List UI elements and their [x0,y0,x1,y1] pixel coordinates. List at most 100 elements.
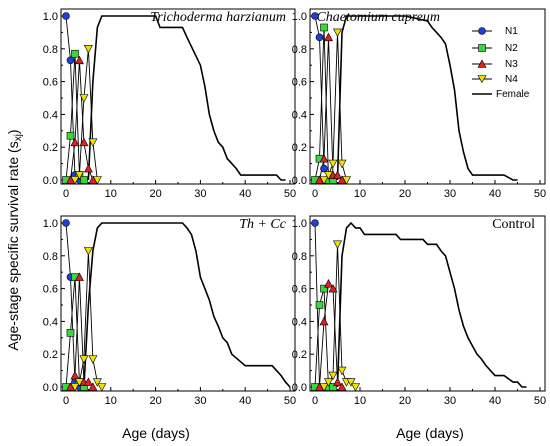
point-n4 [337,366,347,376]
x-tick-label: 10 [105,188,117,200]
y-tick-label: 0.8 [292,44,307,56]
point-n4 [83,247,93,256]
x-tick-label: 0 [312,395,318,407]
y-tick-label: 0.2 [292,142,307,154]
panel-th-cc: 0 10 20 30 40 50 0.0 0.2 0.4 0.6 0.8 1.0 Th + Cc [43,215,296,407]
series-line-n2 [65,53,85,181]
y-axis-label-close: ) [5,129,21,134]
point-n4 [333,240,342,249]
y-tick-label: 1.0 [43,11,58,23]
point-n4 [70,383,80,392]
point-n3 [333,377,342,386]
point-n4 [88,355,98,364]
y-tick-label: 0.2 [43,142,58,154]
point-n3 [74,272,84,281]
x-tick-label: 0 [63,188,69,200]
series-line-female [336,221,527,388]
point-n2 [320,284,328,293]
point-n3 [70,137,80,147]
y-tick-label: 0.0 [43,382,58,394]
point-n4 [324,378,333,387]
plot-frame [309,215,546,392]
y-axis-label-main: Age-stage specific survival rate (s [5,141,21,350]
point-n4 [79,355,89,364]
x-tick-label: 50 [284,395,296,407]
panel-title: Control [492,217,535,232]
legend-n4-label: N4 [505,74,518,85]
panel-chaetomium-cupreum: 0 10 20 30 40 50 0.0 0.2 0.4 0.6 0.8 1.0 Chaetomium … [292,8,546,200]
point-n3 [319,316,329,326]
point-n3 [328,283,338,293]
panel-trichoderma-harzianum: 0 10 20 30 40 50 0.0 0.2 0.4 0.6 0.8 1.0 Trichoderma… [43,8,296,200]
y-tick-label: 0.4 [43,109,58,121]
x-axis-label-right: Age (days) [396,425,464,441]
x-tick-label: 20 [149,395,161,407]
legend-n4-marker [477,75,487,84]
x-tick-label: 40 [489,395,501,407]
x-tick-label: 30 [444,395,456,407]
x-tick-label: 40 [489,188,501,200]
point-n4 [92,176,102,185]
point-n2 [320,23,328,32]
series-line-n4 [323,32,347,181]
point-n4 [328,159,338,169]
point-n2 [71,49,79,58]
point-n3 [319,154,329,163]
point-n3 [83,163,93,173]
legend-n1-label: N1 [505,26,518,37]
point-n4 [346,378,356,387]
y-tick-label: 0.0 [292,175,307,187]
panel-title: Chaetomium cupreum [316,10,440,25]
y-tick-label: 0.2 [43,349,58,361]
x-tick-label: 30 [194,188,206,200]
x-tick-label: 20 [149,188,161,200]
point-n3 [337,382,347,391]
point-n4 [79,94,89,103]
point-n3 [324,32,333,42]
legend-n2-marker [478,44,486,52]
point-n2 [315,301,324,309]
legend-n2-label: N2 [505,43,518,54]
point-n2 [66,131,75,140]
point-n3 [333,170,342,179]
point-n2 [66,329,75,337]
panel-control: 0 10 20 30 40 50 0.0 0.2 0.4 0.6 0.8 1.0 Control [292,215,546,407]
y-tick-label: 0.4 [292,109,307,121]
point-n3 [83,377,93,386]
x-tick-label: 10 [354,395,366,407]
point-n4 [70,176,80,185]
y-tick-label: 0.6 [43,284,58,296]
point-n4 [319,176,329,185]
series-line-female [83,222,291,388]
y-axis-label-subscript: xj [13,134,24,141]
point-n3 [79,137,89,147]
series-line-female [87,15,286,181]
y-tick-label: 0.6 [292,284,307,296]
point-n4 [328,371,338,381]
y-tick-label: 0.8 [292,251,307,263]
y-tick-label: 0.0 [43,175,58,187]
x-axis-label-left: Age (days) [122,425,190,441]
y-tick-label: 0.4 [292,316,307,328]
point-n3 [74,55,84,65]
legend: N1 N2 N3 N4 Female [470,24,542,100]
y-axis-label: Age-stage specific survival rate (sxj) [5,129,24,350]
x-tick-label: 40 [239,395,251,407]
x-tick-label: 40 [239,188,251,200]
y-tick-label: 0.0 [292,382,307,394]
point-n4 [74,171,84,180]
point-n1 [62,219,70,227]
legend-n3-label: N3 [505,59,518,70]
x-tick-label: 0 [312,188,318,200]
point-n4 [324,171,333,180]
point-n1 [315,33,324,42]
point-n3 [70,370,80,380]
point-n1 [320,164,328,173]
x-tick-label: 30 [444,188,456,200]
point-n4 [92,378,102,387]
x-tick-label: 20 [399,188,411,200]
x-tick-label: 50 [284,188,296,200]
x-tick-label: 20 [399,395,411,407]
x-tick-label: 30 [194,395,206,407]
